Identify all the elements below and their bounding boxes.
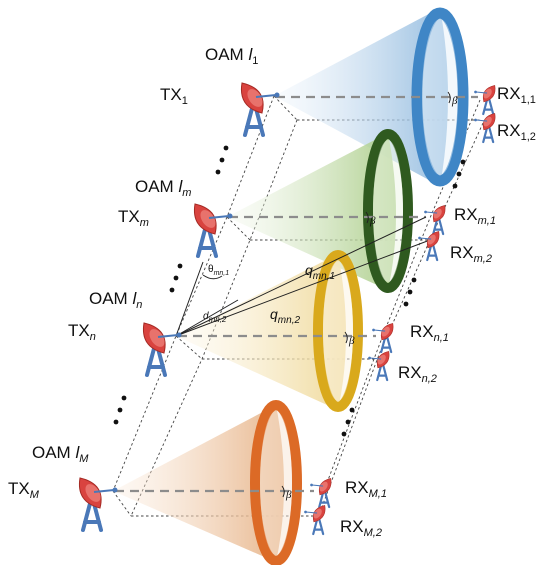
dot-left-2 [219, 157, 225, 163]
dot-right-3 [452, 183, 458, 189]
tx-label-M: TXM [8, 479, 40, 501]
dot-right-2 [456, 171, 462, 177]
rx-antenna-n-1 [372, 323, 394, 354]
ellipsis-dots [113, 145, 466, 437]
beam-cone-M [113, 405, 284, 562]
tx-antenna-n [142, 322, 182, 377]
rx-antenna-1-1 [474, 85, 496, 116]
dot-right-9 [341, 431, 347, 437]
dot-left-5 [173, 275, 179, 281]
dot-right-4 [411, 277, 417, 283]
oam-beam-1 [274, 7, 478, 187]
oam-beam-M [113, 400, 314, 565]
rx-antenna-m-1 [424, 205, 446, 236]
dot-left-4 [177, 263, 183, 269]
rx-antenna-M-1 [310, 478, 332, 509]
dot-left-6 [169, 287, 175, 293]
dot-right-7 [349, 407, 355, 413]
beta-arcs [281, 91, 451, 498]
beta-label-n: β [348, 335, 355, 347]
oam-label-M: OAM lM [32, 443, 89, 465]
tx-antenna-M [78, 477, 118, 532]
beam-cone-m [227, 133, 396, 290]
q2-label: qmn,2 [270, 306, 300, 326]
rx-label-M-2: RXM,2 [340, 517, 382, 539]
tx-antenna-m [193, 203, 233, 258]
beta-label-M: β [285, 489, 292, 501]
beam-ring-M [250, 400, 302, 565]
rx-label-M-1: RXM,1 [345, 478, 387, 500]
rx-label-m-1: RXm,1 [454, 205, 496, 227]
rx-antenna-n-2 [368, 351, 390, 382]
rx-antenna-m-2 [418, 231, 440, 262]
q1-label: qmn,1 [305, 262, 335, 282]
oam-beam-m [227, 129, 426, 293]
dot-left-8 [117, 407, 123, 413]
tx-label-m: TXm [118, 207, 149, 229]
oam-beam-n [176, 250, 376, 412]
dot-right-8 [345, 419, 351, 425]
dot-right-6 [403, 301, 409, 307]
dot-left-1 [223, 145, 229, 151]
cross-links [175, 216, 431, 337]
beam-ring-m [363, 129, 413, 293]
tx-label-1: TX1 [160, 85, 188, 107]
beam-cone-n [176, 254, 346, 410]
oam-label-n: OAM ln [89, 289, 142, 311]
rx-label-n-2: RXn,2 [398, 363, 437, 385]
rx-antenna-M-2 [304, 505, 326, 536]
beam-cone-1 [274, 8, 448, 186]
beam-ring-n [313, 250, 363, 412]
beta-label-m: β [369, 215, 376, 227]
oam-label-m: OAM lm [135, 177, 191, 199]
d-label: dmn,2 [203, 311, 227, 324]
rx-label-1-2: RX1,2 [497, 121, 536, 143]
dot-left-9 [113, 419, 119, 425]
oam-label-1: OAM l1 [205, 45, 258, 67]
tx-label-n: TXn [68, 321, 96, 343]
dot-left-7 [121, 395, 127, 401]
rx-label-n-1: RXn,1 [410, 322, 449, 344]
theta-label: θmn,1 [208, 264, 229, 277]
rx-label-m-2: RXm,2 [450, 243, 492, 265]
beta-label-1: β [451, 95, 458, 107]
dot-right-1 [460, 159, 466, 165]
tx-antenna-1 [240, 82, 280, 137]
dot-right-5 [407, 289, 413, 295]
rx-label-1-1: RX1,1 [497, 84, 536, 106]
dot-left-3 [215, 169, 221, 175]
rx-antenna-1-2 [474, 113, 496, 144]
antennas [78, 82, 496, 536]
